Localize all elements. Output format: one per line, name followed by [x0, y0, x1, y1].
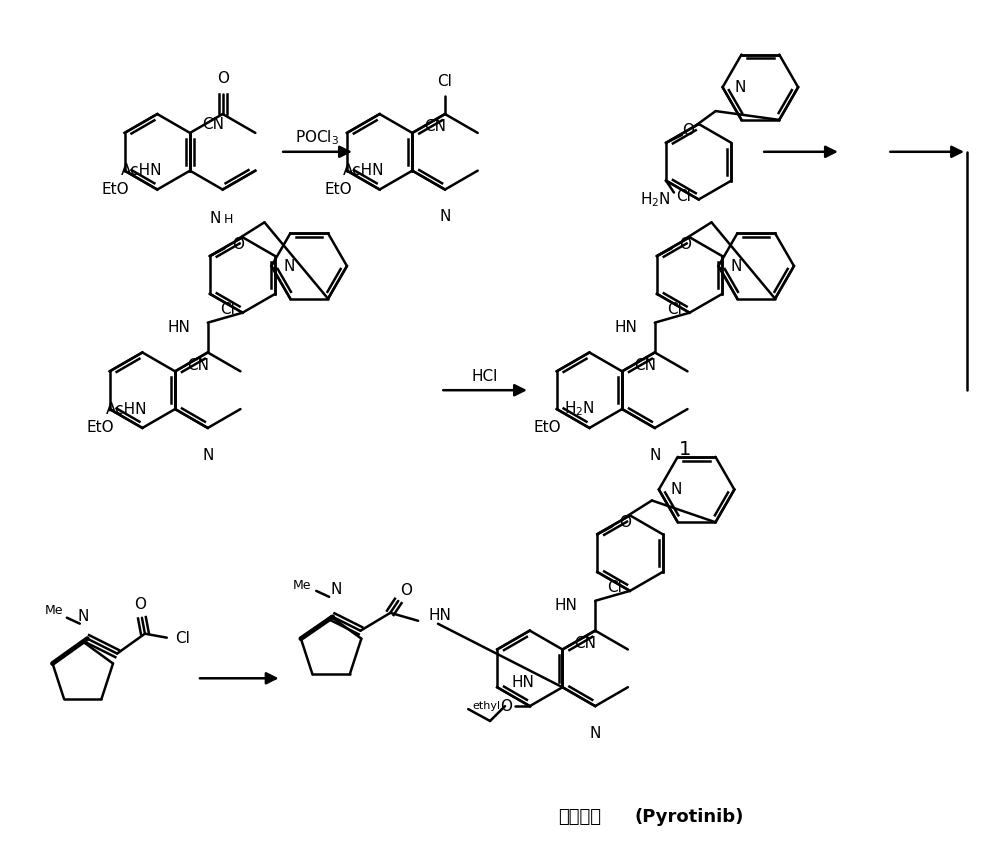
Text: N: N	[649, 448, 660, 463]
Text: H$_2$N: H$_2$N	[564, 400, 594, 418]
Text: O: O	[232, 237, 244, 252]
Text: Cl: Cl	[607, 580, 622, 595]
Text: H$_2$N: H$_2$N	[640, 190, 671, 209]
Text: N: N	[283, 258, 295, 274]
Text: Me: Me	[44, 604, 63, 616]
Text: HCl: HCl	[472, 369, 498, 384]
Text: O: O	[619, 514, 631, 530]
Text: N: N	[77, 609, 88, 624]
Text: 1: 1	[678, 440, 691, 459]
Text: N: N	[589, 726, 601, 741]
Text: HN: HN	[167, 320, 190, 334]
Text: EtO: EtO	[534, 420, 562, 435]
Text: N: N	[209, 211, 220, 226]
Text: HN: HN	[614, 320, 637, 334]
Text: CN: CN	[202, 118, 224, 132]
Text: CN: CN	[634, 358, 656, 373]
Text: Me: Me	[293, 578, 311, 592]
Text: CN: CN	[424, 120, 446, 135]
Text: HN: HN	[428, 608, 451, 623]
Text: N: N	[439, 210, 451, 225]
Text: AcHN: AcHN	[343, 163, 384, 179]
Text: O: O	[679, 237, 691, 252]
Text: O: O	[217, 72, 229, 86]
Text: H: H	[224, 213, 233, 226]
Text: O: O	[500, 699, 512, 714]
Text: (Pyrotinib): (Pyrotinib)	[634, 808, 743, 826]
Text: N: N	[671, 482, 682, 497]
Text: 吡咯替尼: 吡咯替尼	[558, 808, 601, 826]
Text: CN: CN	[574, 636, 596, 651]
Text: HN: HN	[512, 674, 535, 690]
Text: AcHN: AcHN	[106, 402, 147, 417]
Text: O: O	[682, 124, 694, 138]
Text: Cl: Cl	[175, 632, 190, 646]
Text: Cl: Cl	[667, 301, 682, 317]
Text: EtO: EtO	[102, 182, 129, 197]
Text: N: N	[202, 448, 213, 463]
Text: N: N	[330, 582, 342, 597]
Text: ethyl: ethyl	[472, 701, 500, 711]
Text: Cl: Cl	[220, 301, 235, 317]
Text: AcHN: AcHN	[121, 163, 162, 179]
Text: Cl: Cl	[438, 74, 452, 89]
Text: CN: CN	[187, 358, 209, 373]
Text: N: N	[735, 80, 746, 94]
Text: EtO: EtO	[87, 420, 115, 435]
Text: Cl: Cl	[676, 189, 691, 204]
Text: HN: HN	[554, 598, 577, 613]
Text: POCl$_3$: POCl$_3$	[295, 129, 340, 147]
Text: EtO: EtO	[324, 182, 352, 197]
Text: O: O	[400, 583, 412, 598]
Text: O: O	[134, 597, 146, 612]
Text: N: N	[730, 258, 742, 274]
